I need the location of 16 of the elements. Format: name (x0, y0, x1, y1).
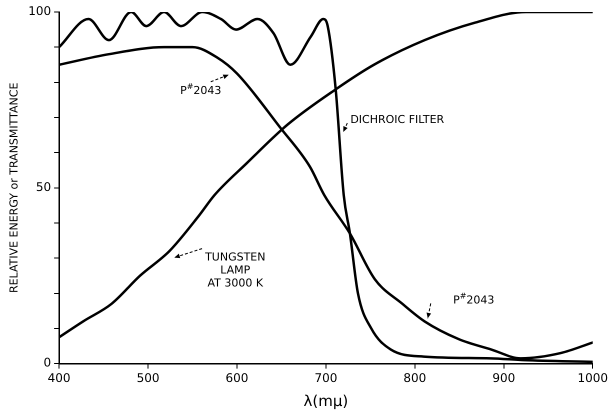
x-axis-title: λ(mμ) (304, 392, 348, 410)
x-tick-label: 1000 (577, 370, 608, 385)
x-tick-label: 800 (403, 370, 426, 385)
annotation: DICHROIC FILTER (350, 113, 445, 126)
annotation: P#2043 (453, 291, 494, 306)
x-tick-label: 500 (136, 370, 160, 385)
y-tick-label: 100 (28, 4, 52, 18)
x-tick-label: 600 (226, 370, 248, 385)
y-tick-label: 50 (36, 180, 52, 194)
x-tick-label: 400 (48, 370, 71, 385)
y-tick-label: 0 (43, 356, 52, 370)
x-tick-label: 700 (314, 370, 338, 385)
annotation: P#2043 (180, 82, 222, 97)
y-axis-title: RELATIVE ENERGY or TRANSMITTANCE (7, 82, 20, 294)
annotation: TUNGSTEN LAMP AT 3000 K (204, 250, 266, 290)
x-tick-label: 900 (492, 370, 516, 385)
